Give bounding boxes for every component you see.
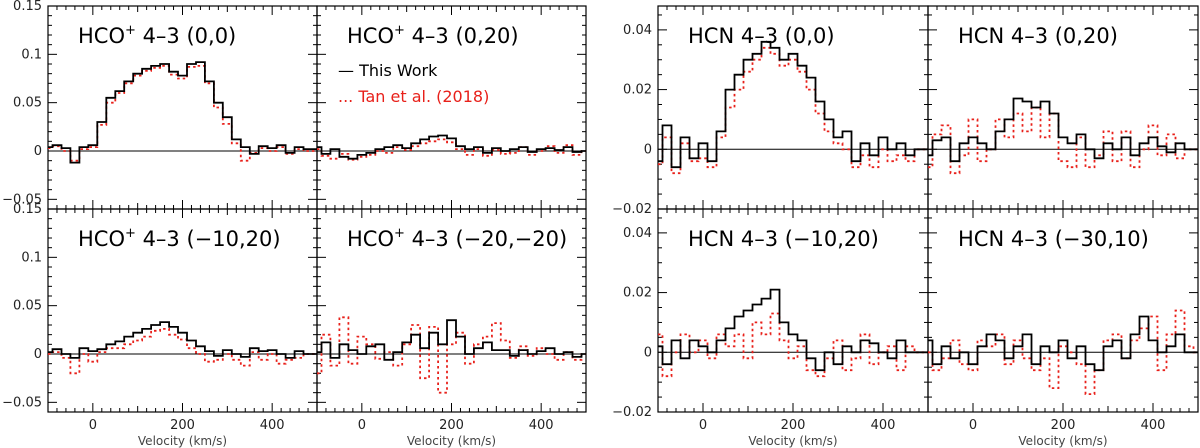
x-tick-label: 200 (1051, 418, 1076, 433)
series-tan-et-al-2018 (317, 138, 586, 161)
series-tan-et-al-2018 (48, 328, 317, 375)
panel-hcn-1: HCN 4–3 (0,20) (927, 5, 1199, 210)
y-tick-label: 0.05 (13, 96, 42, 111)
y-tick-label: 0 (644, 345, 652, 360)
y-tick-label: 0.04 (623, 23, 652, 38)
y-tick-label: 0.05 (13, 299, 42, 314)
panel-hcn-3: 0 200 400 Velocity (km/s) HCN 4–3 (−30,10) (927, 208, 1199, 448)
x-tick-label: 0 (699, 418, 707, 433)
y-tick-label: −0.02 (612, 202, 652, 217)
x-axis-label: Velocity (km/s) (138, 434, 227, 448)
series-this-work (928, 97, 1198, 163)
group-hco: −0.05 0 0.05 0.1 0.15 HCO+ 4–3 (0,0) HCO+ 4–3 … (2, 0, 587, 448)
group-hcn: −0.02 0 0.02 0.04 HCN 4–3 (0,0) HCN 4–3 (0,20… (612, 5, 1199, 448)
x-tick-label: 200 (439, 418, 464, 433)
series-this-work (928, 315, 1198, 372)
x-axis-label: Velocity (km/s) (407, 434, 496, 448)
y-tick-label: −0.02 (612, 405, 652, 420)
series-this-work (317, 319, 586, 361)
panel-hcn-2: −0.02 0 0.02 0.04 0 200 400 Velocity (km/s) HCN … (612, 208, 929, 448)
panel-title: HCO+ 4–3 (−20,−20) (347, 226, 567, 251)
series-this-work (48, 321, 317, 359)
panel-hco-0: −0.05 0 0.05 0.1 0.15 HCO+ 4–3 (0,0) (2, 0, 318, 210)
x-tick-label: 200 (781, 418, 806, 433)
panel-hco-1: HCO+ 4–3 (0,20) (316, 5, 587, 210)
panel-title: HCO+ 4–3 (−10,20) (78, 226, 281, 251)
x-tick-label: 0 (969, 418, 977, 433)
y-tick-label: −0.05 (2, 192, 42, 207)
y-tick-label: 0 (34, 347, 42, 362)
panel-title: HCO+ 4–3 (0,0) (78, 23, 236, 48)
x-tick-label: 200 (170, 418, 195, 433)
x-tick-label: 0 (358, 418, 366, 433)
series-tan-et-al-2018 (928, 309, 1198, 395)
y-tick-label: 0.02 (623, 286, 652, 301)
legend-tan-et-al: ... Tan et al. (2018) (338, 87, 489, 106)
y-tick-label: −0.05 (2, 395, 42, 410)
y-tick-label: 0 (644, 142, 652, 157)
series-this-work (48, 61, 317, 164)
panel-hcn-0: −0.02 0 0.02 0.04 HCN 4–3 (0,0) (612, 5, 929, 217)
y-tick-label: 0.04 (623, 226, 652, 241)
series-this-work (658, 40, 928, 169)
y-tick-label: 0.02 (623, 83, 652, 98)
series-tan-et-al-2018 (317, 316, 586, 394)
x-tick-label: 0 (89, 418, 97, 433)
series-tan-et-al-2018 (48, 65, 317, 162)
panel-hco-2: −0.05 0 0.05 0.1 0.15 0 200 400 Velocity (km/s) H… (2, 202, 318, 448)
y-tick-label: 0.1 (21, 250, 42, 265)
panel-title: HCN 4–3 (−30,10) (958, 227, 1149, 251)
x-axis-label: Velocity (km/s) (748, 434, 837, 448)
panel-hco-3: 0 200 400 Velocity (km/s) HCO+ 4–3 (−20,−20) (316, 208, 587, 448)
y-tick-label: 0.15 (13, 202, 42, 217)
panel-title: HCN 4–3 (−10,20) (688, 227, 879, 251)
x-tick-label: 400 (871, 418, 896, 433)
x-tick-label: 400 (1141, 418, 1166, 433)
panel-title: HCO+ 4–3 (0,20) (347, 23, 519, 48)
panel-title: HCN 4–3 (0,20) (958, 24, 1118, 48)
y-tick-label: 0.1 (21, 47, 42, 62)
legend: — This Work ... Tan et al. (2018) (338, 61, 489, 106)
x-tick-label: 400 (529, 418, 554, 433)
panel-title: HCN 4–3 (0,0) (688, 24, 835, 48)
x-axis-label: Velocity (km/s) (1018, 434, 1107, 448)
legend-this-work: — This Work (338, 61, 438, 80)
x-tick-label: 400 (260, 418, 285, 433)
y-tick-label: 0 (34, 144, 42, 159)
y-tick-label: 0.15 (13, 0, 42, 14)
series-tan-et-al-2018 (928, 106, 1198, 175)
series-this-work (658, 288, 928, 372)
series-this-work (317, 134, 586, 160)
